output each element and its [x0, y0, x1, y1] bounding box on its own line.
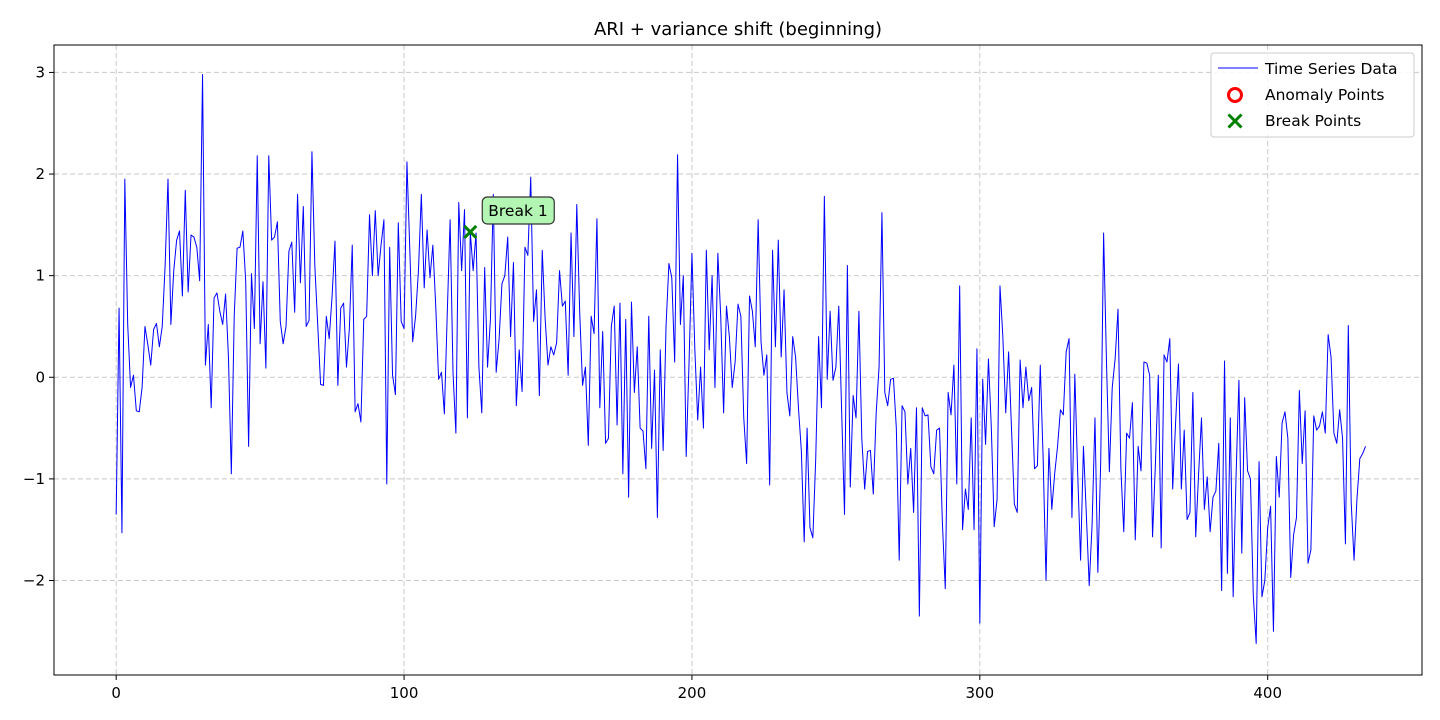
- y-tick-label: 1: [35, 267, 45, 285]
- annotation-box: [481, 196, 555, 225]
- legend-x-icon: [1227, 113, 1243, 129]
- y-tick-label: −1: [23, 470, 45, 488]
- annotation-label: Break 1: [488, 202, 547, 220]
- break-point: [463, 224, 478, 240]
- legend-entry-break-points: Break Points: [1227, 112, 1361, 130]
- axes-ticks: 0 100 200 300 400 −2 −1 0 1 2 3: [23, 63, 1282, 702]
- grid: [54, 45, 1422, 675]
- legend-circle-icon: [1227, 87, 1243, 103]
- y-tick-label: 0: [35, 368, 45, 386]
- plot-frame: [53, 44, 1423, 676]
- series-line-time-series-data: [115, 73, 1367, 644]
- annotations: Break 1: [481, 196, 555, 225]
- y-tick-label: 2: [35, 165, 45, 183]
- x-tick-label: 0: [111, 684, 121, 702]
- legend-label: Break Points: [1265, 112, 1361, 130]
- chart-title: ARI + variance shift (beginning): [594, 19, 882, 40]
- plot-area: [115, 73, 1367, 644]
- y-tick-label: 3: [35, 63, 45, 81]
- legend-box: [1210, 52, 1415, 138]
- legend-entry-anomaly-points: Anomaly Points: [1227, 86, 1384, 104]
- legend-label: Anomaly Points: [1265, 86, 1384, 104]
- x-tick-label: 300: [965, 684, 994, 702]
- x-tick-label: 100: [390, 684, 419, 702]
- break-point-stroke: [463, 224, 478, 240]
- legend: Time Series Data Anomaly Points Break Poin…: [1210, 52, 1415, 138]
- x-tick-label: 200: [678, 684, 707, 702]
- annotation: Break 1: [481, 196, 555, 225]
- x-tick-label: 400: [1253, 684, 1282, 702]
- y-tick-label: −2: [23, 572, 45, 590]
- legend-entry-time-series-data: Time Series Data: [1218, 60, 1397, 78]
- legend-label: Time Series Data: [1264, 60, 1397, 78]
